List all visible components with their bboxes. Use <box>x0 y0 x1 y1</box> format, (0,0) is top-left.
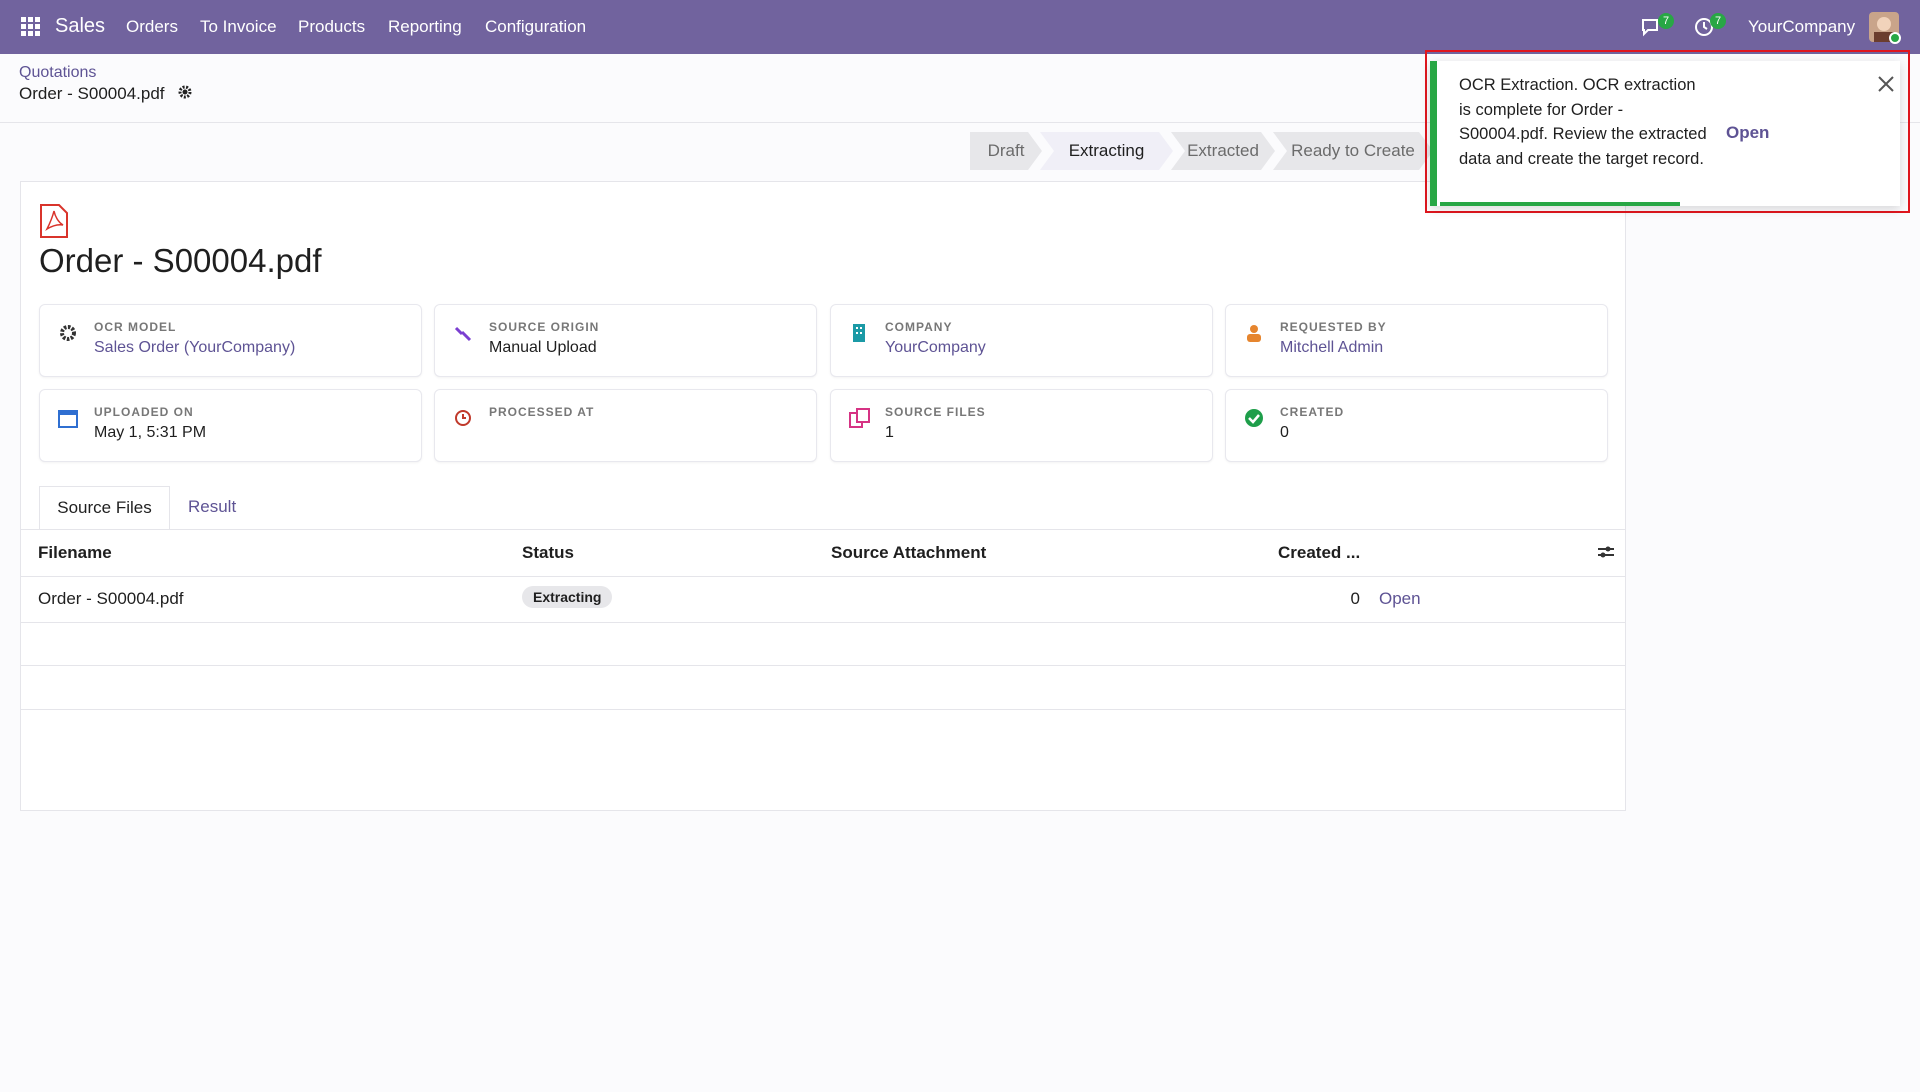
notification-open[interactable]: Open <box>1726 123 1770 142</box>
divider <box>0 122 1920 123</box>
cell-filename[interactable]: Order - S00004.pdf <box>38 589 184 608</box>
icon <box>1245 409 1263 427</box>
menu-item[interactable]: Reporting <box>388 17 462 36</box>
column-header[interactable]: Created ... <box>1278 543 1361 562</box>
pdf-icon <box>40 204 68 238</box>
status-stage[interactable]: Ready to Create <box>1273 132 1433 170</box>
row-line <box>20 709 1626 710</box>
row-open-button[interactable]: Open <box>1379 589 1421 608</box>
info-card: UPLOADED ON May 1, 5:31 PM <box>39 389 422 462</box>
status-stage[interactable]: Draft <box>970 132 1042 170</box>
field-label: REQUESTED BY <box>1280 320 1387 334</box>
messages-badge: 7 <box>1658 13 1675 29</box>
info-card: PROCESSED AT <box>434 389 817 462</box>
app-name[interactable]: Sales <box>55 15 106 37</box>
close-button[interactable] <box>1877 75 1895 93</box>
cell-created: 0 <box>1350 589 1360 608</box>
activities-badge: 7 <box>1710 13 1727 29</box>
navbar: Sales Orders To Invoice Products Reporti… <box>0 0 1920 54</box>
field-label: COMPANY <box>885 320 953 334</box>
breadcrumb-parent[interactable]: Quotations <box>19 64 97 81</box>
icon <box>455 410 471 426</box>
field-label: SOURCE ORIGIN <box>489 320 600 334</box>
field-value: 0 <box>1280 424 1289 441</box>
tab[interactable]: Result <box>188 497 237 516</box>
icon <box>454 326 472 342</box>
info-card: CREATED 0 <box>1225 389 1608 462</box>
info-card: SOURCE ORIGIN Manual Upload <box>434 304 817 377</box>
apps-icon[interactable] <box>21 17 41 37</box>
notification: OCR Extraction. OCR extraction is comple… <box>1430 61 1900 206</box>
field-value[interactable]: Sales Order (YourCompany) <box>94 339 296 356</box>
menu-item[interactable]: Orders <box>126 17 178 36</box>
info-card: COMPANY YourCompany <box>830 304 1213 377</box>
field-label: SOURCE FILES <box>885 405 986 419</box>
status-badge: Extracting <box>522 586 613 608</box>
info-card: SOURCE FILES 1 <box>830 389 1213 462</box>
status-stage[interactable]: Extracted <box>1171 132 1275 170</box>
field-value: 1 <box>885 424 894 441</box>
gear-icon[interactable] <box>177 84 193 100</box>
row-line <box>20 665 1626 666</box>
status-stage[interactable]: Extracting <box>1040 132 1173 170</box>
optional-columns-icon[interactable] <box>1597 544 1615 560</box>
row-line <box>20 576 1626 577</box>
tab-active[interactable]: Source Files <box>39 486 170 529</box>
field-label: PROCESSED AT <box>489 405 595 419</box>
form-sheet: Order - S00004.pdf OCR MODEL Sales Order … <box>20 181 1626 811</box>
breadcrumb-current: Order - S00004.pdf <box>19 84 165 103</box>
avatar[interactable] <box>1869 12 1901 44</box>
field-value[interactable]: Mitchell Admin <box>1280 339 1384 356</box>
tab-border <box>20 529 1626 530</box>
highlight-box <box>1425 50 1910 213</box>
field-label: OCR MODEL <box>94 320 177 334</box>
field-label: UPLOADED ON <box>94 405 194 419</box>
company-switcher[interactable]: YourCompany <box>1748 17 1856 36</box>
icon <box>853 324 865 342</box>
info-card: OCR MODEL Sales Order (YourCompany) <box>39 304 422 377</box>
icon <box>1247 325 1261 342</box>
column-header[interactable]: Source Attachment <box>831 543 987 562</box>
icon <box>849 408 870 428</box>
field-value: May 1, 5:31 PM <box>94 424 207 441</box>
record-title: Order - S00004.pdf <box>39 242 322 279</box>
notification-text: OCR Extraction. OCR extraction is comple… <box>1459 76 1707 168</box>
field-label: CREATED <box>1280 405 1345 419</box>
row-line <box>20 622 1626 623</box>
menu-item[interactable]: To Invoice <box>200 17 277 36</box>
field-value: Manual Upload <box>489 339 597 356</box>
info-card: REQUESTED BY Mitchell Admin <box>1225 304 1608 377</box>
menu-item[interactable]: Configuration <box>485 17 587 36</box>
field-value[interactable]: YourCompany <box>885 339 986 356</box>
messages-icon[interactable] <box>1641 17 1663 37</box>
progress-bar <box>1440 202 1680 206</box>
icon <box>58 410 78 428</box>
icon <box>60 325 76 341</box>
column-header[interactable]: Status <box>522 543 574 562</box>
menu-item[interactable]: Products <box>298 17 366 36</box>
column-header[interactable]: Filename <box>38 543 112 562</box>
